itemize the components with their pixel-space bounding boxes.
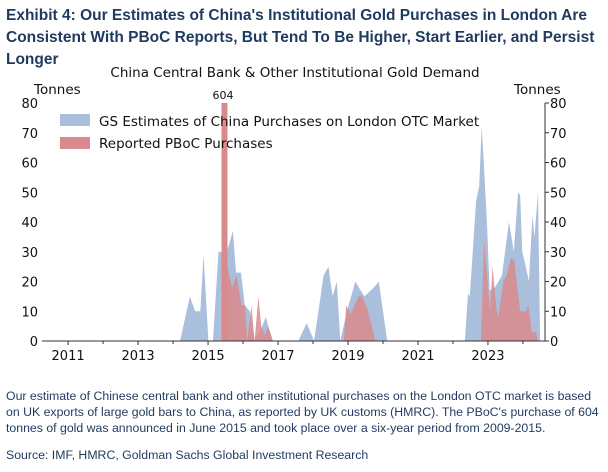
legend-label-gs: GS Estimates of China Purchases on Londo… — [99, 114, 479, 130]
legend: GS Estimates of China Purchases on Londo… — [60, 114, 479, 152]
y-tick-label-left: 20 — [21, 276, 38, 291]
x-tick-label: 2023 — [471, 349, 504, 364]
spike-annotation: 604 — [213, 89, 234, 102]
y-tick-label-left: 40 — [21, 216, 38, 231]
legend-label-pboc: Reported PBoC Purchases — [99, 136, 273, 152]
y-axis-label-left: Tonnes — [33, 82, 81, 98]
y-tick-label-left: 10 — [21, 305, 38, 320]
x-tick-label: 2021 — [401, 349, 434, 364]
x-tick-label: 2019 — [331, 349, 364, 364]
exhibit-title: Exhibit 4: Our Estimates of China's Inst… — [6, 7, 595, 68]
footnote: Our estimate of Chinese central bank and… — [6, 389, 599, 435]
x-tick-label: 2013 — [122, 349, 155, 364]
x-tick-label: 2017 — [261, 349, 294, 364]
y-tick-label-right: 40 — [550, 216, 567, 231]
x-tick-label: 2011 — [52, 349, 85, 364]
y-tick-label-left: 80 — [21, 97, 38, 112]
x-tick-label: 2015 — [192, 349, 225, 364]
chart: China Central Bank & Other Institutional… — [21, 65, 567, 364]
y-tick-label-left: 0 — [30, 335, 38, 350]
pboc-spike-bar — [221, 103, 228, 341]
chart-title: China Central Bank & Other Institutional… — [110, 65, 479, 81]
y-tick-label-right: 80 — [550, 97, 567, 112]
y-tick-label-left: 30 — [21, 246, 38, 261]
y-tick-label-right: 60 — [550, 157, 567, 172]
source-note: Source: IMF, HMRC, Goldman Sachs Global … — [6, 448, 369, 462]
y-tick-label-right: 70 — [550, 127, 567, 142]
y-tick-label-left: 60 — [21, 157, 38, 172]
y-tick-label-right: 20 — [550, 276, 567, 291]
y-tick-label-right: 30 — [550, 246, 567, 261]
y-axis-label-right: Tonnes — [513, 82, 561, 98]
pboc-area — [222, 239, 538, 341]
y-tick-label-left: 50 — [21, 186, 38, 201]
y-tick-label-right: 0 — [550, 335, 558, 350]
legend-swatch-gs — [60, 114, 90, 126]
y-tick-label-right: 10 — [550, 305, 567, 320]
legend-swatch-pboc — [60, 137, 90, 149]
y-tick-label-right: 50 — [550, 186, 567, 201]
y-tick-label-left: 70 — [21, 127, 38, 142]
